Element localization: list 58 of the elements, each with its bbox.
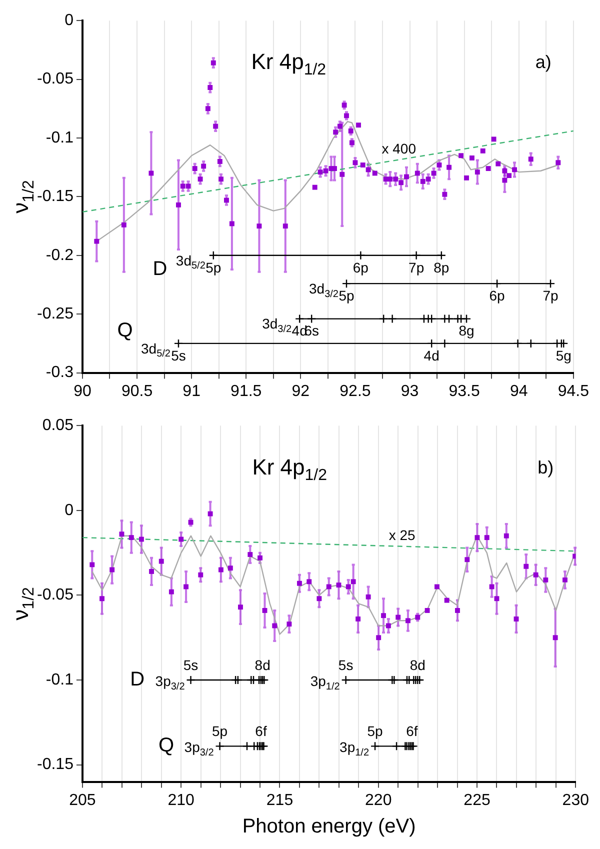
- y-tick-label: -0.1: [46, 129, 74, 146]
- annotation: 5s: [171, 347, 186, 364]
- annotation: 7p: [408, 259, 424, 276]
- y-tick-label: -0.05: [37, 70, 74, 88]
- y-tick-label: 0.05: [42, 417, 74, 434]
- annotation: 6f: [255, 723, 267, 740]
- x-tick-label: 230: [562, 792, 590, 809]
- x-tick-label: 93: [400, 382, 419, 400]
- x-tick-label: 205: [69, 792, 96, 809]
- x-tick-label: 210: [168, 792, 195, 809]
- annotation: 8d: [254, 656, 270, 673]
- x-tick-label: 92.5: [340, 382, 371, 400]
- y-tick-label: -0.15: [37, 188, 74, 206]
- annotation: 5p: [212, 723, 228, 740]
- x-tick-label: 94.5: [558, 382, 590, 400]
- annotation: 5p: [338, 287, 354, 304]
- annotation: D: [152, 258, 168, 280]
- x-tick-label: 225: [464, 792, 490, 809]
- annotation: 5s: [183, 656, 198, 673]
- y-tick-label: -0.3: [46, 364, 74, 382]
- annotation: a): [535, 52, 552, 72]
- y-axis-title: ν1/2: [8, 180, 38, 214]
- annotation: 8p: [434, 259, 450, 276]
- annotation: 4d: [424, 347, 440, 364]
- annotation: 5p: [206, 259, 222, 276]
- x-tick-label: 94: [510, 382, 528, 400]
- x-tick-label: 91.5: [230, 382, 262, 400]
- annotation: D: [130, 668, 145, 691]
- annotation: 8d: [410, 656, 426, 673]
- x-tick-label: 92: [292, 382, 310, 400]
- y-tick-label: 0: [64, 502, 74, 519]
- annotation: x 400: [382, 140, 416, 157]
- x-tick-label: 93.5: [448, 382, 480, 400]
- annotation: 6p: [352, 259, 369, 276]
- y-tick-label: 0: [64, 12, 74, 30]
- y-tick-label: -0.25: [37, 306, 74, 323]
- annotation: Q: [158, 734, 174, 757]
- annotation: 5s: [338, 656, 354, 673]
- annotation: b): [538, 457, 554, 478]
- y-tick-label: -0.05: [37, 586, 74, 604]
- annotation: Q: [117, 320, 133, 342]
- x-tick-label: 215: [266, 792, 294, 809]
- annotation: 6f: [406, 723, 418, 740]
- annotation: x 25: [388, 527, 416, 544]
- x-tick-label: 90: [74, 382, 92, 400]
- x-tick-label: 220: [365, 792, 392, 809]
- x-axis-title: Photon energy (eV): [242, 816, 416, 838]
- y-tick-label: -0.1: [46, 671, 74, 688]
- x-tick-label: 91: [182, 382, 201, 400]
- x-tick-label: 90.5: [121, 382, 153, 400]
- annotation: 7p: [542, 287, 559, 304]
- y-axis-title: ν1/2: [8, 586, 38, 620]
- y-tick-label: -0.15: [37, 756, 74, 774]
- annotation: 8g: [458, 322, 474, 339]
- annotation: 5p: [367, 723, 384, 740]
- y-tick-label: -0.2: [46, 246, 74, 264]
- annotation: 5g: [556, 347, 572, 364]
- annotation: 6p: [489, 287, 506, 304]
